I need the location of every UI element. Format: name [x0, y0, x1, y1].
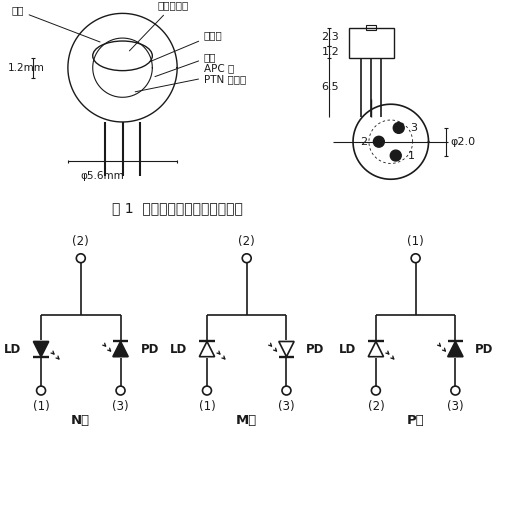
Text: φ2.0: φ2.0: [451, 137, 476, 147]
Bar: [349, 28, 394, 58]
Text: 6.5: 6.5: [322, 82, 339, 93]
Text: (3): (3): [112, 400, 129, 413]
Text: LD: LD: [4, 343, 21, 355]
Text: LD: LD: [339, 343, 356, 355]
Polygon shape: [447, 342, 463, 357]
Text: 1: 1: [408, 151, 415, 161]
Text: 3: 3: [411, 123, 418, 133]
Text: N型: N型: [71, 414, 90, 427]
Polygon shape: [33, 342, 49, 357]
Text: 散热器: 散热器: [150, 30, 223, 61]
Text: 管帽: 管帽: [11, 5, 100, 42]
Circle shape: [373, 136, 385, 147]
Text: 2: 2: [360, 137, 367, 147]
Text: (3): (3): [447, 400, 464, 413]
Text: (1): (1): [33, 400, 50, 413]
Text: 激光晶芯片: 激光晶芯片: [130, 1, 188, 51]
Text: (2): (2): [72, 236, 89, 248]
Text: PD: PD: [140, 343, 159, 355]
Text: (2): (2): [368, 400, 385, 413]
Text: M型: M型: [236, 414, 258, 427]
Text: 2.3: 2.3: [322, 32, 339, 42]
Text: 1.2: 1.2: [322, 47, 339, 57]
Text: PD: PD: [475, 343, 494, 355]
Text: P型: P型: [407, 414, 424, 427]
Bar: [366, 25, 376, 30]
Polygon shape: [113, 342, 128, 357]
Text: APC 用
PTN 二极管: APC 用 PTN 二极管: [135, 63, 246, 92]
Text: 1.2mm: 1.2mm: [8, 62, 45, 73]
Circle shape: [390, 150, 401, 161]
Text: φ5.6mm: φ5.6mm: [81, 172, 124, 181]
Text: (1): (1): [407, 236, 424, 248]
Text: PD: PD: [306, 343, 325, 355]
Text: 图 1  激光二极管的外形及其尺寸: 图 1 激光二极管的外形及其尺寸: [112, 201, 243, 215]
Text: (3): (3): [278, 400, 295, 413]
Text: (2): (2): [239, 236, 255, 248]
Text: (1): (1): [199, 400, 216, 413]
Text: 管座: 管座: [155, 52, 217, 77]
Text: LD: LD: [170, 343, 187, 355]
Circle shape: [393, 122, 404, 133]
